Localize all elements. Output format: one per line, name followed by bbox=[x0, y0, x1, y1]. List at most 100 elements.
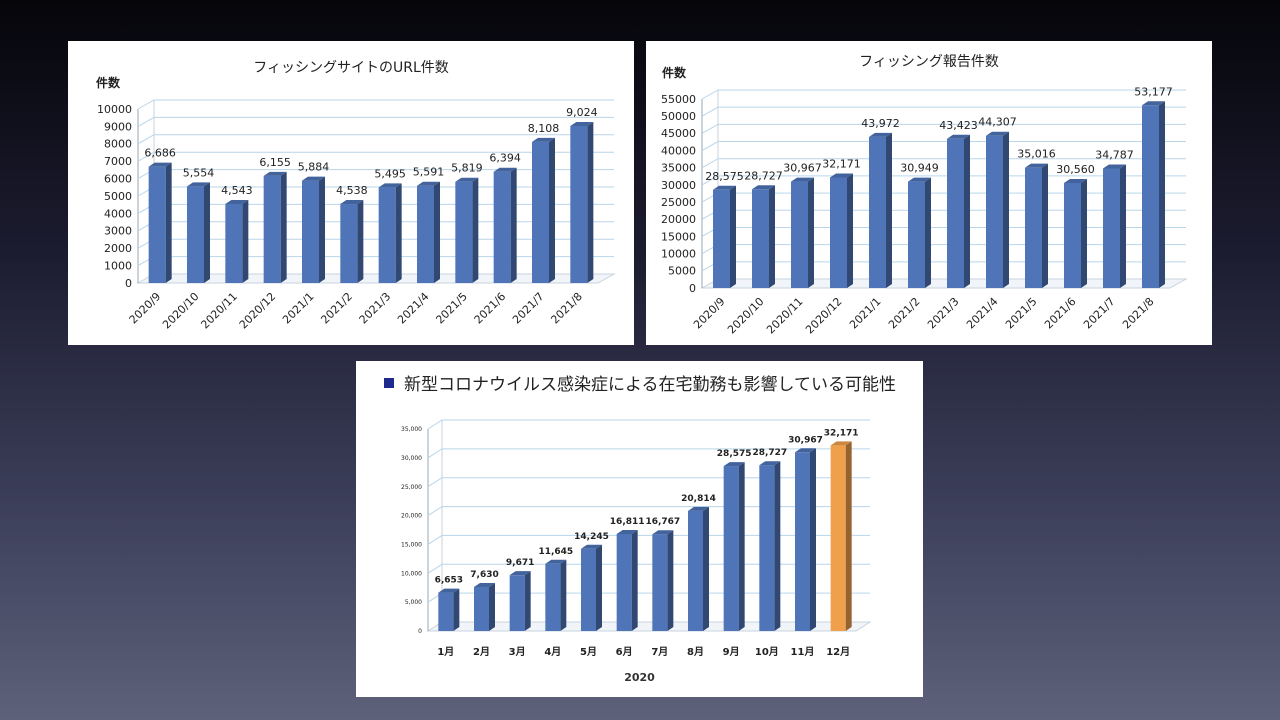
data-label: 5,819 bbox=[451, 162, 483, 175]
x-tick-label: 2021/6 bbox=[472, 290, 509, 327]
bar-front bbox=[616, 533, 632, 631]
bar-top bbox=[616, 529, 638, 534]
bar-top bbox=[1025, 163, 1048, 168]
x-tick-label: 2020/10 bbox=[725, 295, 767, 337]
bar bbox=[378, 183, 402, 283]
data-label: 34,787 bbox=[1095, 148, 1134, 161]
y-tick-label: 30,000 bbox=[401, 455, 422, 462]
bar-front bbox=[148, 166, 166, 283]
data-label: 6,686 bbox=[144, 147, 176, 160]
bar bbox=[581, 544, 602, 631]
bullet-square-icon bbox=[384, 378, 394, 388]
x-tick-label: 9月 bbox=[723, 646, 740, 658]
bar-side bbox=[242, 199, 249, 283]
data-label: 44,307 bbox=[978, 116, 1017, 129]
bar-side bbox=[165, 162, 172, 283]
bar bbox=[830, 173, 853, 288]
y-tick-label: 4000 bbox=[104, 207, 132, 220]
y-tick-label: 0 bbox=[689, 282, 696, 295]
bar-front bbox=[263, 175, 281, 283]
bar-front bbox=[830, 445, 846, 631]
bar-side bbox=[738, 462, 745, 631]
y-axis-unit: 件数 bbox=[96, 76, 121, 90]
bar-front bbox=[532, 141, 549, 283]
bar-top bbox=[723, 462, 745, 467]
chart-canvas: 0 5000 10000 15000 20000 25000 30000 35000 40000… bbox=[661, 85, 1188, 337]
bar bbox=[187, 182, 210, 283]
bar bbox=[455, 177, 479, 283]
bar-top bbox=[545, 559, 567, 564]
bar-front bbox=[378, 187, 396, 283]
bar-front bbox=[340, 204, 358, 283]
x-tick-label: 2020/11 bbox=[198, 290, 240, 332]
bar-front bbox=[869, 136, 886, 288]
data-label: 9,671 bbox=[506, 558, 534, 568]
bar-front bbox=[581, 548, 596, 631]
bar-top bbox=[1142, 101, 1165, 106]
data-label: 14,245 bbox=[574, 532, 609, 542]
y-tick-label: 25000 bbox=[661, 196, 696, 209]
bar-top bbox=[148, 162, 172, 167]
bar-top bbox=[1103, 164, 1126, 169]
y-tick-label: 0 bbox=[418, 628, 422, 635]
data-label: 30,967 bbox=[788, 435, 823, 445]
x-tick-label: 2020/9 bbox=[691, 295, 728, 332]
bar-side bbox=[1003, 131, 1009, 288]
bar bbox=[795, 448, 816, 631]
bar bbox=[986, 131, 1009, 288]
bar-top bbox=[532, 137, 555, 142]
y-tick-label: 35,000 bbox=[401, 426, 422, 433]
y-tick-label: 7000 bbox=[104, 155, 132, 168]
bar bbox=[340, 200, 364, 283]
bar bbox=[688, 506, 709, 631]
bar-side bbox=[667, 530, 674, 631]
data-label: 43,972 bbox=[861, 117, 900, 130]
bar-top bbox=[474, 582, 495, 587]
data-label: 5,591 bbox=[413, 166, 445, 179]
chart-canvas: 0 1000 2000 3000 4000 5000 6000 7000 8000 9000 100… bbox=[97, 99, 616, 332]
bar-front bbox=[1025, 167, 1042, 288]
bar-top bbox=[493, 167, 517, 172]
y-axis-unit: 件数 bbox=[662, 66, 687, 80]
bar bbox=[493, 167, 517, 283]
bar-front bbox=[509, 575, 525, 631]
bar-top bbox=[830, 441, 852, 446]
bar-front bbox=[830, 177, 847, 288]
y-tick-label: 9000 bbox=[104, 120, 132, 133]
data-label: 9,024 bbox=[566, 106, 598, 119]
bar-front bbox=[752, 189, 769, 288]
y-tick-label: 55000 bbox=[661, 93, 696, 106]
bar-top bbox=[752, 185, 775, 190]
y-tick-label: 3000 bbox=[104, 225, 132, 238]
y-tick-label: 20,000 bbox=[401, 513, 422, 520]
bar-front bbox=[187, 186, 204, 283]
bar-top bbox=[1064, 178, 1087, 183]
bar bbox=[148, 162, 172, 283]
bar-side bbox=[434, 181, 440, 283]
bar bbox=[545, 559, 567, 631]
y-tick-label: 1000 bbox=[104, 259, 132, 272]
bar-front bbox=[688, 510, 703, 631]
bar-front bbox=[1064, 182, 1081, 288]
gridline bbox=[701, 158, 1186, 169]
bar-side bbox=[1159, 101, 1165, 288]
bar bbox=[1103, 164, 1126, 288]
bar bbox=[1025, 163, 1048, 288]
bar bbox=[830, 441, 852, 631]
bar-side bbox=[810, 448, 816, 631]
bar-side bbox=[453, 588, 460, 631]
data-label: 11,645 bbox=[538, 547, 573, 557]
x-tick-label: 2021/1 bbox=[280, 290, 317, 327]
bar-side bbox=[524, 571, 531, 631]
x-tick-label: 3月 bbox=[509, 646, 526, 658]
bar bbox=[947, 134, 970, 288]
bar bbox=[474, 582, 495, 631]
bar-top bbox=[713, 185, 736, 190]
bar-top bbox=[688, 506, 709, 511]
y-tick-label: 50000 bbox=[661, 110, 696, 123]
bar-top bbox=[581, 544, 602, 549]
chart-panel-monthly-2020: 新型コロナウイルス感染症による在宅勤務も影響している可能性 0 5,000 10,0… bbox=[356, 361, 923, 697]
y-tick-label: 20000 bbox=[661, 213, 696, 226]
bar bbox=[225, 199, 249, 283]
y-tick-label: 35000 bbox=[661, 162, 696, 175]
